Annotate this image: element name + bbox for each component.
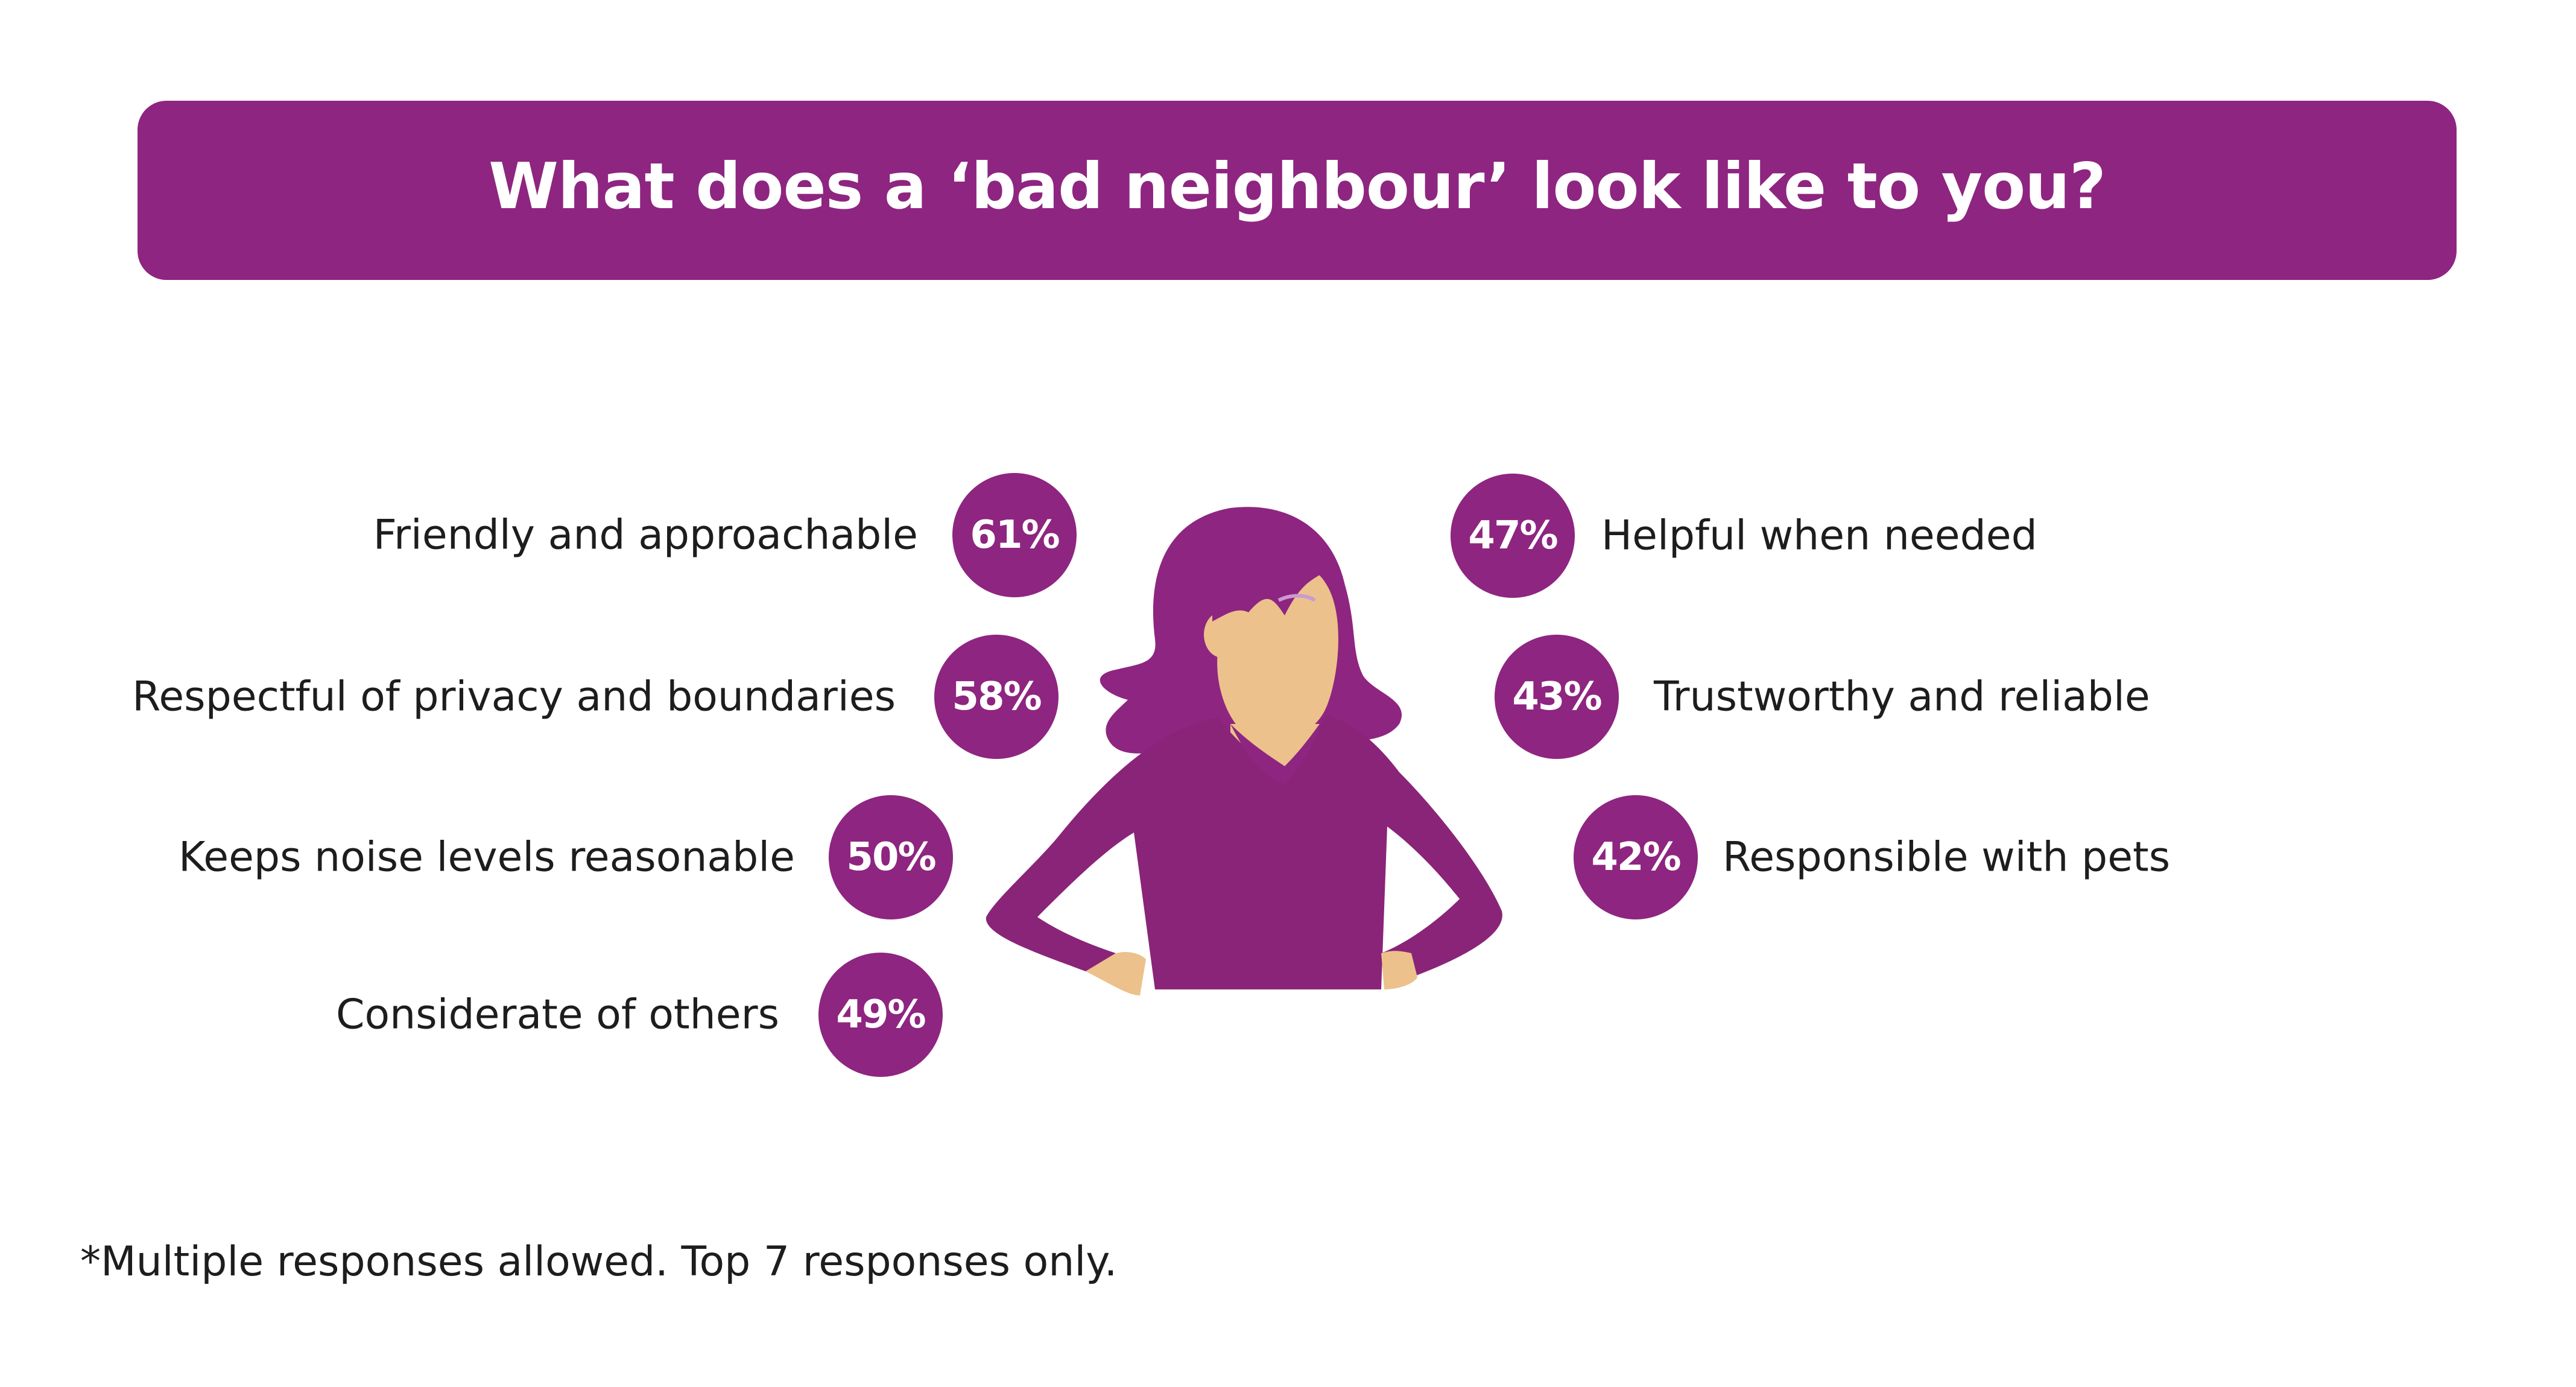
percent-bubble: 49% — [818, 953, 943, 1077]
response-label: Helpful when needed — [1601, 512, 2037, 560]
title-banner: What does a ‘bad neighbour’ look like to… — [138, 101, 2457, 280]
hair-fringe — [1212, 544, 1333, 621]
percent-value: 43% — [1512, 674, 1602, 719]
response-label: Considerate of others — [336, 991, 779, 1039]
response-label: Keeps noise levels reasonable — [179, 833, 795, 881]
percent-value: 50% — [846, 835, 936, 880]
woman-hands-on-hips-illustration — [986, 507, 1502, 995]
glasses-icon — [1277, 594, 1316, 602]
percent-value: 42% — [1591, 835, 1681, 880]
percent-bubble: 50% — [829, 795, 953, 919]
response-label: Responsible with pets — [1723, 833, 2171, 881]
percent-value: 47% — [1468, 513, 1558, 558]
percent-value: 58% — [952, 674, 1042, 719]
ear — [1204, 612, 1240, 658]
response-label: Friendly and approachable — [373, 511, 918, 559]
response-label: Trustworthy and reliable — [1654, 673, 2150, 721]
chart-title: What does a ‘bad neighbour’ look like to… — [489, 149, 2106, 223]
neckline — [1230, 718, 1324, 784]
percent-value: 49% — [836, 992, 926, 1037]
percent-bubble: 42% — [1574, 795, 1698, 919]
percent-bubble: 58% — [934, 635, 1059, 759]
torso — [986, 715, 1502, 989]
percent-bubble: 43% — [1495, 635, 1619, 759]
percent-bubble: 47% — [1451, 474, 1575, 598]
footnote: *Multiple responses allowed. Top 7 respo… — [80, 1238, 1118, 1286]
right-hand — [1381, 951, 1417, 989]
left-hand — [1086, 952, 1146, 995]
percent-bubble: 61% — [952, 473, 1077, 597]
percent-value: 61% — [970, 513, 1060, 557]
response-label: Respectful of privacy and boundaries — [132, 673, 896, 721]
